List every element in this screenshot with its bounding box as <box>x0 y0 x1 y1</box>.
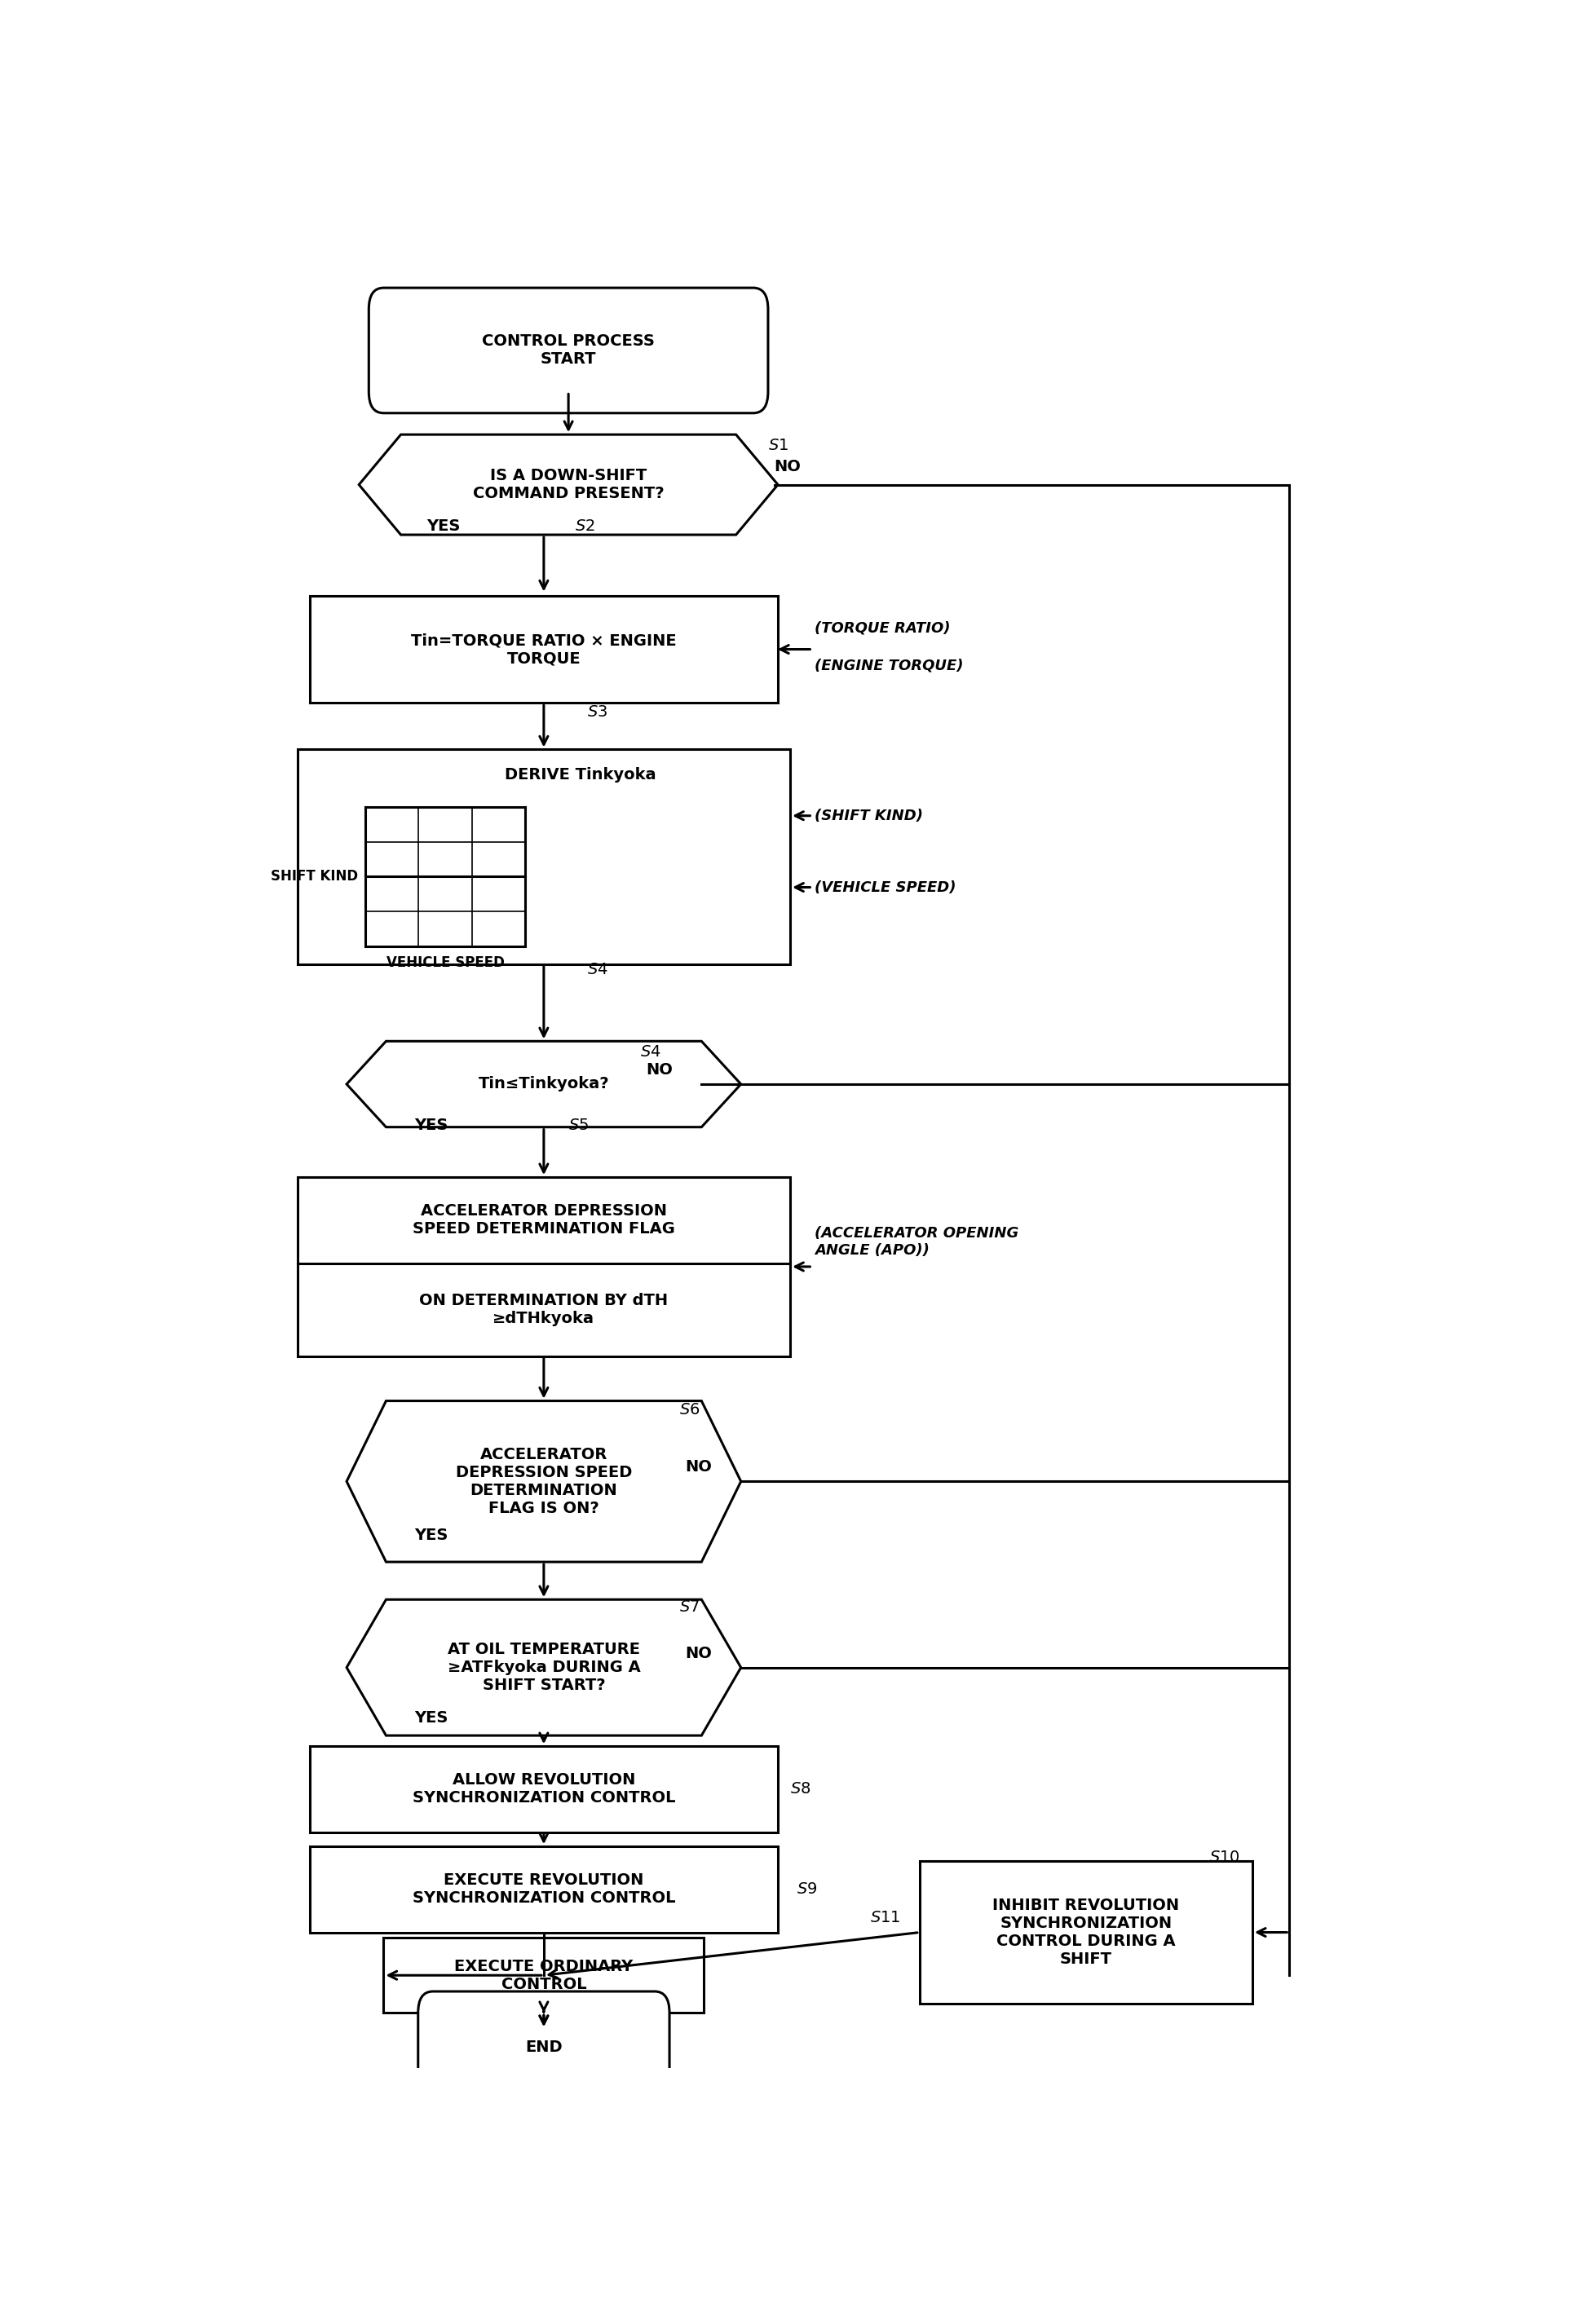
Text: (SHIFT KIND): (SHIFT KIND) <box>814 809 924 823</box>
Text: $\it{S11}$: $\it{S11}$ <box>870 1910 902 1927</box>
Text: $\it{S4}$: $\it{S4}$ <box>587 962 607 978</box>
Text: $\it{S10}$: $\it{S10}$ <box>1208 1850 1240 1864</box>
Text: ACCELERATOR
DEPRESSION SPEED
DETERMINATION
FLAG IS ON?: ACCELERATOR DEPRESSION SPEED DETERMINATI… <box>456 1448 631 1515</box>
Text: ON DETERMINATION BY dTH
≥dTHkyoka: ON DETERMINATION BY dTH ≥dTHkyoka <box>420 1292 668 1327</box>
Text: CONTROL PROCESS
START: CONTROL PROCESS START <box>482 335 655 367</box>
Text: YES: YES <box>426 518 461 535</box>
Text: AT OIL TEMPERATURE
≥ATFkyoka DURING A
SHIFT START?: AT OIL TEMPERATURE ≥ATFkyoka DURING A SH… <box>447 1641 641 1694</box>
Text: YES: YES <box>415 1118 448 1134</box>
Text: EXECUTE ORDINARY
CONTROL: EXECUTE ORDINARY CONTROL <box>455 1959 633 1992</box>
Bar <box>919 1862 1253 2003</box>
Text: NO: NO <box>774 460 801 474</box>
Text: END: END <box>525 2038 563 2054</box>
FancyBboxPatch shape <box>369 288 768 414</box>
Text: ACCELERATOR DEPRESSION
SPEED DETERMINATION FLAG: ACCELERATOR DEPRESSION SPEED DETERMINATI… <box>412 1204 676 1236</box>
Text: $\it{S7}$: $\it{S7}$ <box>679 1599 700 1615</box>
Bar <box>297 1178 790 1357</box>
Text: $\it{S1}$: $\it{S1}$ <box>768 437 789 453</box>
Text: NO: NO <box>646 1062 673 1078</box>
Bar <box>310 1745 778 1831</box>
Text: SHIFT KIND: SHIFT KIND <box>270 869 358 883</box>
Text: YES: YES <box>415 1527 448 1543</box>
Text: $\it{S9}$: $\it{S9}$ <box>797 1882 817 1896</box>
Polygon shape <box>347 1401 741 1562</box>
Text: DERIVE Tinkyoka: DERIVE Tinkyoka <box>506 767 657 783</box>
Text: (ENGINE TORQUE): (ENGINE TORQUE) <box>814 658 964 672</box>
Text: YES: YES <box>415 1710 448 1724</box>
Text: $\it{S4}$: $\it{S4}$ <box>639 1043 661 1060</box>
Bar <box>297 751 790 964</box>
Polygon shape <box>347 1041 741 1127</box>
Bar <box>310 1848 778 1931</box>
Text: $\it{S5}$: $\it{S5}$ <box>569 1118 588 1134</box>
Text: (ACCELERATOR OPENING
ANGLE (APO)): (ACCELERATOR OPENING ANGLE (APO)) <box>814 1225 1019 1257</box>
Text: $\it{S3}$: $\it{S3}$ <box>587 704 607 720</box>
Text: Tin≤Tinkyoka?: Tin≤Tinkyoka? <box>479 1076 609 1092</box>
Text: EXECUTE REVOLUTION
SYNCHRONIZATION CONTROL: EXECUTE REVOLUTION SYNCHRONIZATION CONTR… <box>412 1873 676 1906</box>
Text: IS A DOWN-SHIFT
COMMAND PRESENT?: IS A DOWN-SHIFT COMMAND PRESENT? <box>472 467 665 502</box>
Text: $\it{S6}$: $\it{S6}$ <box>679 1401 700 1418</box>
Text: $\it{S2}$: $\it{S2}$ <box>574 518 595 535</box>
Text: (VEHICLE SPEED): (VEHICLE SPEED) <box>814 881 956 895</box>
Text: INHIBIT REVOLUTION
SYNCHRONIZATION
CONTROL DURING A
SHIFT: INHIBIT REVOLUTION SYNCHRONIZATION CONTR… <box>992 1899 1180 1966</box>
Bar <box>383 1938 704 2013</box>
Text: VEHICLE SPEED: VEHICLE SPEED <box>386 955 504 969</box>
Text: Tin=TORQUE RATIO × ENGINE
TORQUE: Tin=TORQUE RATIO × ENGINE TORQUE <box>412 632 676 667</box>
Text: (TORQUE RATIO): (TORQUE RATIO) <box>814 621 951 634</box>
Polygon shape <box>347 1599 741 1736</box>
Text: NO: NO <box>685 1459 712 1476</box>
Text: NO: NO <box>685 1645 712 1662</box>
Polygon shape <box>359 435 778 535</box>
Bar <box>310 595 778 702</box>
Text: ALLOW REVOLUTION
SYNCHRONIZATION CONTROL: ALLOW REVOLUTION SYNCHRONIZATION CONTROL <box>412 1773 676 1806</box>
FancyBboxPatch shape <box>418 1992 669 2103</box>
Text: $\it{S8}$: $\it{S8}$ <box>790 1783 811 1796</box>
